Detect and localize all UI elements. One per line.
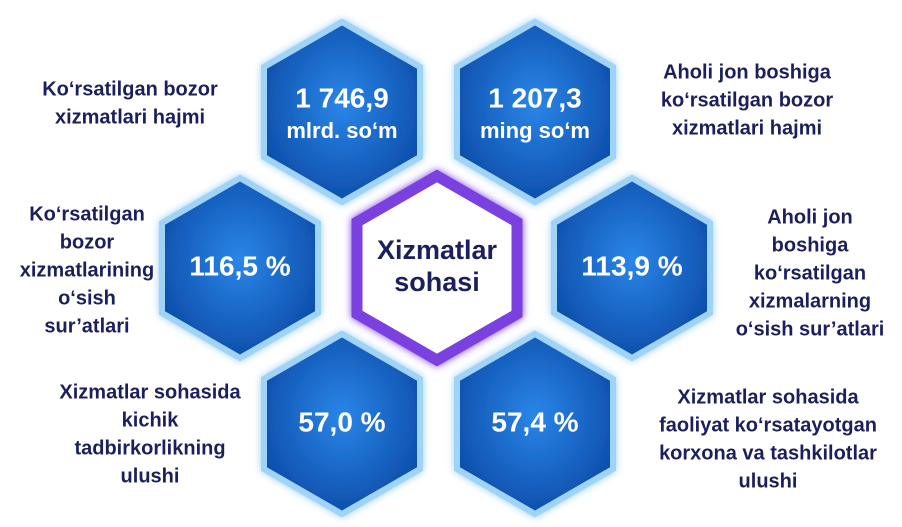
label: o‘sish: [58, 287, 116, 309]
value: 57,4 %: [491, 406, 578, 437]
label: ko‘rsatilgan bozor: [661, 89, 833, 111]
label: korxona va tashkilotlar: [659, 442, 877, 464]
center-title: Xizmatlar: [377, 235, 498, 265]
label: xizmatlari hajmi: [672, 117, 822, 139]
value: 1 207,3: [488, 82, 581, 113]
label: Xizmatlar sohasida: [59, 381, 241, 403]
label: xizmatlari hajmi: [55, 106, 205, 128]
label: Aholi jon: [767, 206, 853, 228]
hexagon: [454, 330, 616, 518]
label: ko‘rsatilgan: [754, 262, 866, 284]
hexagon: [454, 18, 616, 206]
value: 113,9 %: [581, 250, 682, 281]
center-hexagon: [351, 169, 523, 367]
label: o‘sish sur’atlari: [736, 318, 885, 340]
unit: mlrd. so‘m: [286, 118, 397, 143]
value: 1 746,9: [295, 82, 388, 113]
hexagon: [261, 330, 423, 518]
label: tadbirkorlikning: [74, 437, 225, 459]
label: ulushi: [739, 470, 798, 492]
label: kichik: [122, 409, 180, 431]
label: sur’atlari: [44, 315, 129, 337]
label: Aholi jon boshiga: [663, 61, 832, 83]
hexagon: [159, 174, 321, 362]
hexagon: [261, 18, 423, 206]
unit: ming so‘m: [480, 118, 590, 143]
label: Ko‘rsatilgan: [29, 203, 145, 225]
value: 116,5 %: [189, 250, 290, 281]
label: Ko‘rsatilgan bozor: [42, 78, 218, 100]
label: Xizmatlar sohasida: [677, 386, 859, 408]
label: faoliyat ko‘rsatayotgan: [659, 414, 877, 436]
label: xizmalarning: [749, 290, 871, 312]
center-title: sohasi: [394, 267, 480, 297]
label: xizmatlarining: [20, 259, 154, 281]
hexagon: [551, 174, 713, 362]
label: ulushi: [121, 465, 180, 487]
value: 57,0 %: [298, 406, 385, 437]
label: boshiga: [772, 234, 850, 256]
label: bozor: [60, 231, 115, 253]
